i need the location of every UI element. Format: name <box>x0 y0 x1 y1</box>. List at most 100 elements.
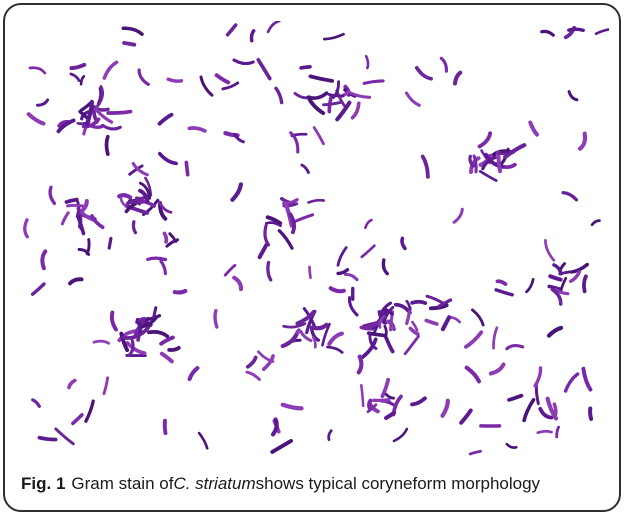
bacterium <box>223 263 237 277</box>
bacterium <box>496 150 503 174</box>
bacterium <box>372 398 391 403</box>
bacterium <box>122 41 137 47</box>
bacterium <box>335 100 352 122</box>
bacterium <box>104 134 110 156</box>
bacterium <box>552 402 558 418</box>
bacterium <box>452 70 463 86</box>
bacterium <box>464 365 482 384</box>
bacterium <box>67 378 77 390</box>
bacterium <box>364 54 370 70</box>
bacterium <box>408 326 420 336</box>
bacterium <box>187 126 207 133</box>
bacterium <box>280 402 304 411</box>
bacterium <box>48 185 57 206</box>
bacterium <box>468 449 482 456</box>
bacterium <box>137 68 150 86</box>
bacterium <box>577 131 588 151</box>
bacterium <box>381 258 389 276</box>
bacterium <box>452 207 464 224</box>
bacterium <box>327 331 344 346</box>
bacterium <box>266 260 273 282</box>
bacterium <box>282 322 307 329</box>
bacterium <box>263 224 271 247</box>
caption-species: C. striatum <box>173 474 256 493</box>
bacterium <box>328 286 346 294</box>
bacterium <box>280 333 298 349</box>
bacterium <box>590 219 601 227</box>
bacterium <box>393 302 412 315</box>
bacterium <box>384 410 396 421</box>
bacterium <box>295 310 316 326</box>
bacterium <box>158 200 173 214</box>
bacterium <box>581 366 593 392</box>
bacterium <box>213 309 219 329</box>
bacterium <box>360 244 376 259</box>
bacterium <box>300 163 310 174</box>
bacterium <box>249 29 256 43</box>
bacterium <box>310 322 329 331</box>
bacterium <box>184 160 190 177</box>
bacterium <box>232 58 255 66</box>
bacterium <box>230 182 243 202</box>
bacterium <box>478 170 498 182</box>
bacterium <box>233 132 245 144</box>
bacterium <box>477 131 493 149</box>
bacterium <box>552 263 563 276</box>
bacterium <box>322 32 345 41</box>
bacterium <box>582 274 588 294</box>
bacterium <box>343 272 359 282</box>
bacterium <box>548 274 563 282</box>
bacterium <box>440 315 452 332</box>
bacterium <box>126 199 142 206</box>
bacterium <box>36 98 50 107</box>
bacterium <box>569 270 582 283</box>
bacterium <box>367 398 373 411</box>
bacterium <box>270 438 293 454</box>
bacterium <box>440 398 450 418</box>
bacterium <box>588 406 594 421</box>
bacterium <box>28 66 47 75</box>
bacterium <box>79 75 86 86</box>
bacterium <box>567 90 579 102</box>
bacterium <box>464 330 484 349</box>
bacterium <box>425 294 445 305</box>
bacterium <box>368 331 378 351</box>
figure-frame: Fig. 1 Gram stain of C. striatum shows t… <box>3 3 621 512</box>
bacterium <box>167 345 181 352</box>
bacterium <box>424 318 439 326</box>
bacterium <box>346 90 372 99</box>
bacterium <box>265 215 283 226</box>
bacterium <box>364 218 373 230</box>
bacterium <box>495 279 508 286</box>
bacterium <box>289 131 300 154</box>
bacterium <box>534 382 540 406</box>
bacterium <box>102 376 110 396</box>
bacterium <box>101 123 122 131</box>
bacterium <box>322 100 343 107</box>
bacterium <box>307 198 326 204</box>
micrograph-canvas <box>23 21 609 456</box>
bacterium <box>221 81 240 91</box>
bacterium <box>261 354 275 371</box>
bacterium <box>384 336 395 354</box>
bacterium <box>546 325 564 338</box>
bacterium <box>392 427 409 443</box>
bacterium <box>525 277 535 294</box>
bacterium <box>291 213 315 224</box>
bacterium <box>385 319 396 330</box>
bacterium <box>96 85 105 108</box>
bacterium <box>92 339 111 345</box>
bacterium <box>561 191 579 202</box>
bacterium <box>503 143 527 160</box>
bacterium <box>56 118 76 134</box>
bacterium <box>492 326 499 350</box>
bacterium <box>23 218 29 239</box>
bacterium <box>131 161 149 177</box>
gram-stain-micrograph <box>21 21 609 461</box>
bacterium <box>420 154 430 179</box>
bacterium <box>139 181 151 200</box>
bacterium <box>405 299 412 311</box>
bacterium <box>309 91 329 100</box>
bacterium <box>378 314 386 329</box>
bacterium <box>60 211 70 226</box>
